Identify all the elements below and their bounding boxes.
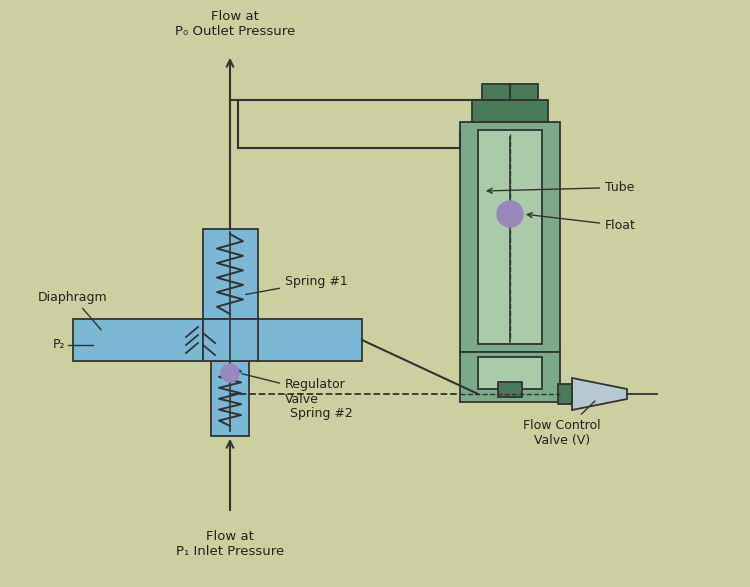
Bar <box>482 84 538 100</box>
Text: Regulator
Valve: Regulator Valve <box>242 374 346 406</box>
Bar <box>460 352 560 402</box>
Circle shape <box>221 364 239 382</box>
Bar <box>498 382 522 397</box>
Bar <box>203 229 258 319</box>
Bar <box>460 122 560 352</box>
Text: P₂: P₂ <box>53 339 65 352</box>
Text: Flow Control
Valve (V): Flow Control Valve (V) <box>524 401 601 447</box>
Bar <box>478 130 542 344</box>
Bar <box>211 361 249 436</box>
Bar <box>558 384 572 404</box>
Text: Tube: Tube <box>488 181 634 194</box>
Text: Diaphragm: Diaphragm <box>38 291 108 330</box>
Polygon shape <box>572 378 627 410</box>
Text: Float: Float <box>527 212 636 232</box>
Bar <box>203 319 258 361</box>
Text: Spring #1: Spring #1 <box>246 275 348 295</box>
Circle shape <box>497 201 523 227</box>
Bar <box>478 357 542 389</box>
Text: Flow at
P₁ Inlet Pressure: Flow at P₁ Inlet Pressure <box>176 530 284 558</box>
Text: Spring #2: Spring #2 <box>290 407 352 420</box>
Bar <box>472 100 548 122</box>
Bar <box>257 319 362 361</box>
Bar <box>73 319 203 361</box>
Text: Flow at
P₀ Outlet Pressure: Flow at P₀ Outlet Pressure <box>175 10 295 38</box>
